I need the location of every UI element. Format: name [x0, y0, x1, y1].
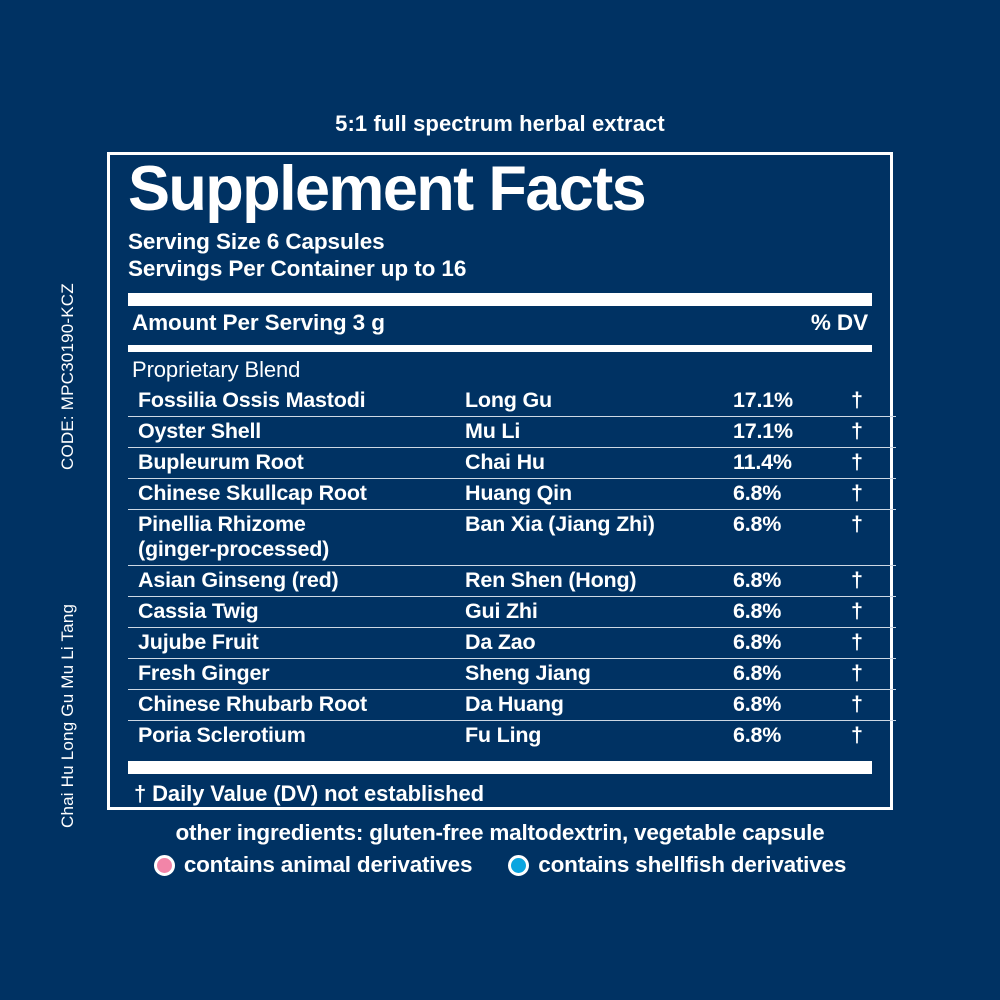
table-row: Fresh Ginger Sheng Jiang 6.8% † [128, 657, 896, 690]
shellfish-derivatives-note: contains shellfish derivatives [508, 852, 846, 878]
ingredient-dagger-marker: † [851, 595, 896, 628]
product-code-vertical-label: CODE: MPC30190-KCZ [58, 283, 77, 470]
ingredient-common-name: Pinellia Rhizome (ginger-processed) [128, 508, 465, 566]
ingredient-dagger-marker: † [851, 508, 896, 566]
page-title: Supplement Facts [128, 154, 647, 224]
ingredient-common-name: Cassia Twig [128, 595, 465, 628]
ingredient-pinyin-name: Da Huang [465, 688, 733, 721]
table-row: Fossilia Ossis Mastodi Long Gu 17.1% † [128, 386, 896, 417]
product-name-vertical-label: Chai Hu Long Gu Mu Li Tang [58, 603, 77, 828]
ingredient-pinyin-name: Ren Shen (Hong) [465, 564, 733, 597]
ingredient-pinyin-name: Chai Hu [465, 446, 733, 479]
ingredient-percent: 11.4% [733, 446, 851, 479]
ingredient-common-name: Chinese Rhubarb Root [128, 688, 465, 721]
table-row: Asian Ginseng (red) Ren Shen (Hong) 6.8% † [128, 564, 896, 597]
ingredient-common-name: Bupleurum Root [128, 446, 465, 479]
ingredient-pinyin-name: Da Zao [465, 626, 733, 659]
ingredient-percent: 17.1% [733, 387, 793, 412]
footer: other ingredients: gluten-free maltodext… [0, 820, 1000, 878]
ingredient-pinyin-name: Mu Li [465, 415, 733, 448]
ingredient-percent: 17.1% [733, 415, 851, 448]
supplement-facts-panel: Supplement Facts Serving Size 6 Capsules… [107, 152, 896, 810]
amount-per-serving-label: Amount Per Serving 3 g [132, 309, 385, 335]
ingredients-table: Fossilia Ossis Mastodi Long Gu 17.1% † Oyste… [128, 386, 896, 751]
ingredient-dagger-marker: † [851, 688, 896, 721]
ingredient-dagger-marker: † [851, 626, 896, 659]
ingredient-pinyin-name: Long Gu [465, 387, 552, 412]
ingredient-percent: 6.8% [733, 657, 851, 690]
divider-thick-bottom [128, 760, 872, 774]
pink-circle-icon [153, 854, 175, 876]
servings-per-container-label: Servings Per Container up to 16 [128, 256, 467, 282]
ingredient-dagger-marker: † [851, 564, 896, 597]
table-row: Oyster Shell Mu Li 17.1% † [128, 415, 896, 448]
blue-circle-icon [508, 854, 530, 876]
ingredient-dagger-marker: † [851, 477, 896, 510]
table-row: Chinese Rhubarb Root Da Huang 6.8% † [128, 688, 896, 721]
shellfish-derivatives-label: contains shellfish derivatives [538, 852, 847, 877]
amount-per-serving-header: Amount Per Serving 3 g % DV [128, 306, 872, 341]
derivatives-notes: contains animal derivatives contains she… [0, 852, 1000, 878]
table-row: Pinellia Rhizome (ginger-processed) Ban Xi… [128, 508, 896, 566]
table-row: Poria Sclerotium Fu Ling 6.8% † [128, 719, 896, 751]
animal-derivatives-note: contains animal derivatives [153, 852, 473, 878]
ingredient-common-name: Oyster Shell [128, 415, 465, 448]
ingredient-percent: 6.8% [733, 595, 851, 628]
ingredient-common-name: Jujube Fruit [128, 626, 465, 659]
table-row: Cassia Twig Gui Zhi 6.8% † [128, 595, 896, 628]
ingredient-percent: 6.8% [733, 564, 851, 597]
ingredient-common-name: Fresh Ginger [128, 657, 465, 690]
percent-dv-header: % DV [810, 309, 868, 335]
ingredient-common-name: Poria Sclerotium [128, 719, 465, 751]
ingredient-common-name-line2: (ginger-processed) [138, 536, 330, 561]
animal-derivatives-label: contains animal derivatives [183, 852, 473, 877]
ingredient-percent: 6.8% [733, 626, 851, 659]
ingredient-common-name: Fossilia Ossis Mastodi [138, 387, 366, 412]
ingredient-dagger-marker: † [851, 415, 896, 448]
ingredient-percent: 6.8% [733, 477, 851, 510]
ingredient-common-name: Chinese Skullcap Root [128, 477, 465, 510]
ingredient-pinyin-name: Huang Qin [465, 477, 733, 510]
daily-value-footnote: † Daily Value (DV) not established [134, 780, 484, 806]
ingredient-pinyin-name: Gui Zhi [465, 595, 733, 628]
ingredient-dagger-marker: † [851, 446, 896, 479]
serving-size-label: Serving Size 6 Capsules [128, 228, 385, 254]
ingredient-dagger-marker: † [851, 387, 863, 412]
ingredient-pinyin-name: Sheng Jiang [465, 657, 733, 690]
table-row: Jujube Fruit Da Zao 6.8% † [128, 626, 896, 659]
extract-subtitle: 5:1 full spectrum herbal extract [335, 111, 665, 136]
other-ingredients-label: other ingredients: gluten-free maltodext… [175, 820, 825, 845]
ingredient-pinyin-name: Ban Xia (Jiang Zhi) [465, 508, 733, 566]
ingredient-common-name: Asian Ginseng (red) [128, 564, 465, 597]
divider-thick-top [128, 292, 872, 306]
ingredient-percent: 6.8% [733, 719, 851, 751]
ingredient-pinyin-name: Fu Ling [465, 719, 733, 751]
ingredient-percent: 6.8% [733, 508, 851, 566]
divider-medium [128, 344, 872, 352]
table-row: Bupleurum Root Chai Hu 11.4% † [128, 446, 896, 479]
ingredient-percent: 6.8% [733, 688, 851, 721]
ingredient-dagger-marker: † [851, 657, 896, 690]
table-row: Chinese Skullcap Root Huang Qin 6.8% † [128, 477, 896, 510]
ingredient-dagger-marker: † [851, 719, 896, 751]
proprietary-blend-label: Proprietary Blend [132, 356, 301, 382]
